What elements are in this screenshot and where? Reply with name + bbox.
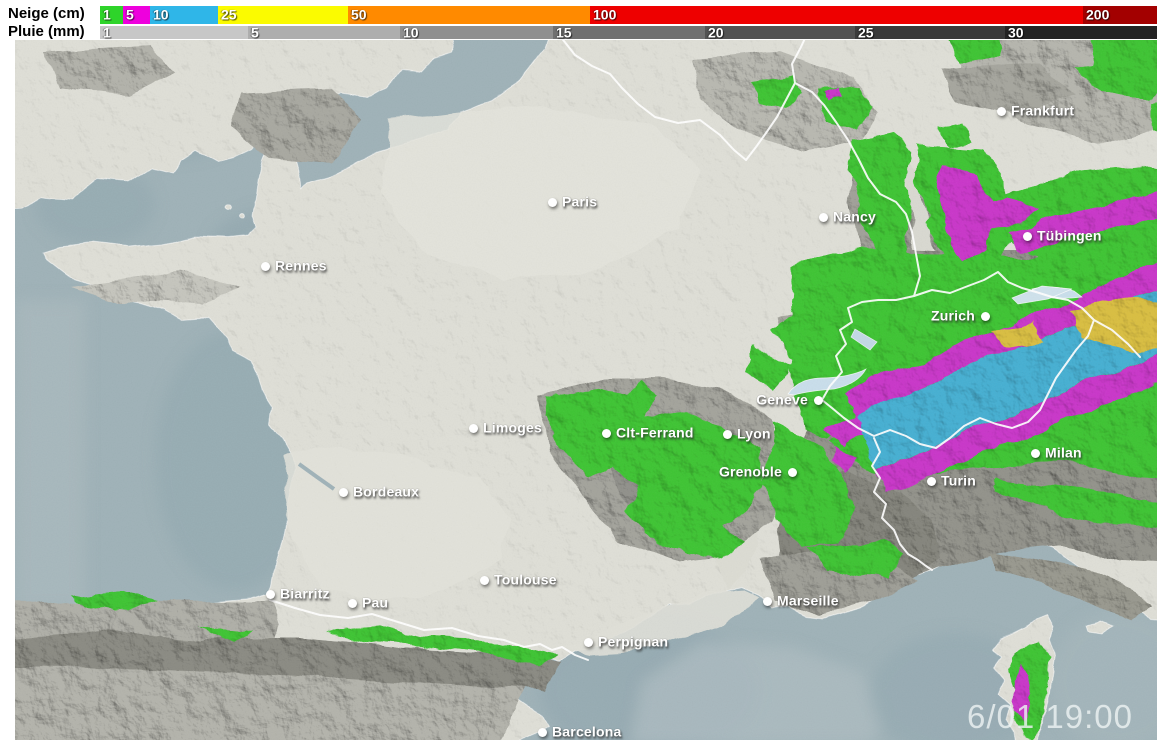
snow-legend-segment-25: 25 xyxy=(218,6,348,24)
city-label: Turin xyxy=(941,472,976,489)
snow-legend-value: 25 xyxy=(221,6,237,23)
city-dot xyxy=(601,428,611,438)
rain-legend-value: 5 xyxy=(251,23,259,40)
city-dot xyxy=(818,212,828,222)
city-label: Lyon xyxy=(737,425,771,442)
city-dot xyxy=(1022,231,1032,241)
city-dot xyxy=(1030,448,1040,458)
city-dot xyxy=(996,106,1006,116)
city-dot xyxy=(547,197,557,207)
city-dot xyxy=(762,596,772,606)
rain-legend-segment-5: 5 xyxy=(248,23,400,40)
city-dot xyxy=(787,467,797,477)
city-label: Toulouse xyxy=(494,571,557,588)
rain-legend-segment-25: 25 xyxy=(855,23,1005,40)
rain-legend-value: 20 xyxy=(708,23,724,40)
forecast-timestamp: 6/01 19:00 xyxy=(967,698,1133,735)
grain-overlay xyxy=(15,40,1157,740)
rain-legend-title: Pluie (mm) xyxy=(8,23,85,40)
city-dot xyxy=(479,575,489,585)
city-label: Geneve xyxy=(756,391,808,408)
city-dot xyxy=(980,311,990,321)
snow-legend-value: 1 xyxy=(103,6,111,23)
snow-legend-title: Neige (cm) xyxy=(8,5,85,22)
city-label: Frankfurt xyxy=(1011,102,1075,119)
rain-legend-value: 15 xyxy=(556,23,572,40)
city-dot xyxy=(265,589,275,599)
snow-legend-value: 50 xyxy=(351,6,367,23)
rain-legend-segment-15: 15 xyxy=(553,23,705,40)
city-label: Barcelona xyxy=(552,723,622,740)
city-label: Biarritz xyxy=(280,585,330,602)
rain-legend-value: 25 xyxy=(858,23,874,40)
map-canvas: Frankfurt Paris Nancy Tübingen Rennes Zurich G… xyxy=(15,40,1157,740)
city-dot xyxy=(813,395,823,405)
rain-legend-segment-20: 20 xyxy=(705,23,855,40)
snow-legend-value: 10 xyxy=(153,6,169,23)
city-label: Bordeaux xyxy=(353,483,420,500)
snow-legend-value: 200 xyxy=(1086,6,1110,23)
city-label: Rennes xyxy=(275,257,327,274)
snow-legend-value: 100 xyxy=(593,6,617,23)
city-label: Tübingen xyxy=(1037,227,1102,244)
city-label: Perpignan xyxy=(598,633,669,650)
rain-legend-segment-10: 10 xyxy=(400,23,553,40)
city-label: Nancy xyxy=(833,208,877,225)
snow-legend-segment-50: 50 xyxy=(348,6,590,24)
city-label: Paris xyxy=(562,193,598,210)
city-dot xyxy=(468,423,478,433)
snow-legend-value: 5 xyxy=(126,6,134,23)
city-dot xyxy=(347,598,357,608)
city-label: Milan xyxy=(1045,444,1082,461)
city-label: Pau xyxy=(362,594,389,611)
rain-legend-value: 1 xyxy=(103,23,111,40)
city-label: Clt-Ferrand xyxy=(616,424,694,441)
city-dot xyxy=(722,429,732,439)
snow-legend-segment-200: 200 xyxy=(1083,6,1157,24)
city-dot xyxy=(338,487,348,497)
city-dot xyxy=(260,261,270,271)
city-label: Marseille xyxy=(777,592,839,609)
rain-legend-value: 10 xyxy=(403,23,419,40)
city-dot xyxy=(583,637,593,647)
city-label: Grenoble xyxy=(718,463,782,480)
rain-legend-segment-30: 30 xyxy=(1005,23,1157,40)
rain-legend-segment-1: 1 xyxy=(100,23,248,40)
snow-legend-segment-1: 1 xyxy=(100,6,123,24)
rain-legend-value: 30 xyxy=(1008,23,1024,40)
city-dot xyxy=(926,476,936,486)
snow-legend-segment-10: 10 xyxy=(150,6,218,24)
snow-legend-segment-5: 5 xyxy=(123,6,150,24)
city-label: Zurich xyxy=(931,307,975,324)
city-label: Limoges xyxy=(483,419,542,436)
city-dot xyxy=(537,727,547,737)
map-svg xyxy=(15,40,1157,740)
snow-legend-segment-100: 100 xyxy=(590,6,1083,24)
